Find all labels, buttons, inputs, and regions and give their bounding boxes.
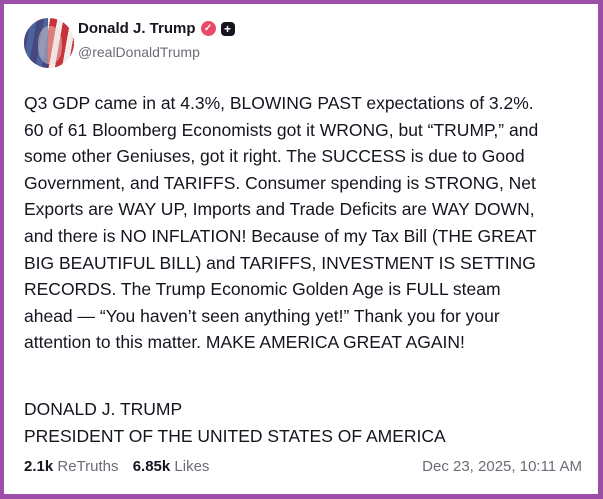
post-line: and there is NO INFLATION! Because of my… — [24, 225, 537, 246]
author-name[interactable]: Donald J. Trump — [78, 20, 196, 37]
post-line: 60 of 61 Bloomberg Economists got it WRO… — [24, 119, 539, 140]
likes-count: 6.85k — [132, 458, 171, 475]
post-line: BIG BEAUTIFUL BILL) and TARIFFS, INVESTM… — [24, 252, 536, 273]
post-line: Government, and TARIFFS. Consumer spendi… — [24, 172, 536, 193]
retruths-link[interactable]: 2.1k ReTruths — [24, 458, 119, 475]
author-name-row: Donald J. Trump ✓ + — [78, 20, 235, 37]
post-line: Exports are WAY UP, Imports and Trade De… — [24, 199, 535, 220]
post-card: Donald J. Trump ✓ + @realDonaldTrump Q3 … — [4, 4, 598, 494]
post-line: ahead — “You haven’t seen anything yet!”… — [24, 305, 500, 326]
signature-name: DONALD J. TRUMP — [24, 399, 183, 419]
plus-badge-icon: + — [220, 21, 235, 36]
post-line: Q3 GDP came in at 4.3%, BLOWING PAST exp… — [24, 93, 534, 113]
retruths-label: ReTruths — [57, 458, 119, 475]
post-timestamp[interactable]: Dec 23, 2025, 10:11 AM — [422, 458, 582, 475]
post-line: some other Geniuses, got it right. The S… — [24, 146, 525, 167]
post-line: attention to this matter. MAKE AMERICA G… — [24, 332, 465, 353]
verified-badge-icon: ✓ — [200, 21, 216, 36]
post-body: Q3 GDP came in at 4.3%, BLOWING PAST exp… — [24, 90, 538, 356]
post-stats: 2.1k ReTruths 6.85k Likes — [24, 458, 209, 475]
likes-link[interactable]: 6.85k Likes — [133, 458, 210, 475]
author-handle[interactable]: @realDonaldTrump — [78, 44, 200, 60]
post-line: RECORDS. The Trump Economic Golden Age i… — [24, 279, 501, 300]
avatar[interactable] — [24, 18, 74, 68]
likes-label: Likes — [174, 458, 210, 475]
signature-title: PRESIDENT OF THE UNITED STATES OF AMERIC… — [24, 425, 446, 446]
signature: DONALD J. TRUMP PRESIDENT OF THE UNITED … — [24, 396, 446, 449]
retruths-count: 2.1k — [24, 458, 54, 475]
